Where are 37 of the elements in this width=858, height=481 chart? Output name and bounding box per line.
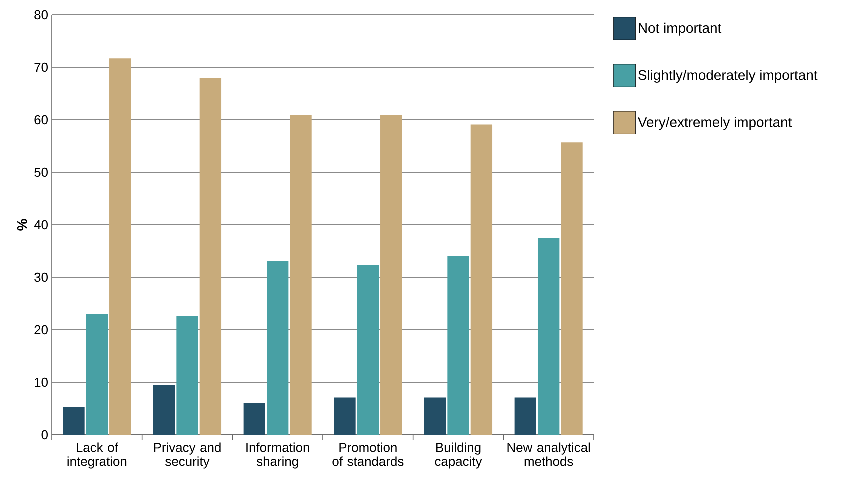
y-tick-label: 30 <box>34 272 48 282</box>
bar <box>561 142 583 435</box>
y-tick-label: 50 <box>34 168 48 178</box>
legend-label: Slightly/moderately important <box>638 70 818 83</box>
bar <box>334 398 356 435</box>
x-tick-label: Information sharing <box>246 442 310 469</box>
x-tick-label: Building capacity <box>435 442 482 469</box>
legend-label: Very/extremely important <box>638 117 792 130</box>
y-tick-label: 70 <box>34 62 48 72</box>
bar <box>200 78 222 435</box>
bar <box>424 398 446 435</box>
x-tick-label: New analytical methods <box>508 442 590 466</box>
bar <box>267 261 289 435</box>
bar <box>470 124 493 435</box>
x-tick-label: Privacy and security <box>154 442 221 469</box>
bar <box>357 265 380 435</box>
y-axis-title: % <box>17 219 28 231</box>
bar <box>514 398 536 435</box>
bar <box>448 256 470 435</box>
bar <box>63 407 85 435</box>
x-tick-label: Promotion of standards <box>332 442 404 466</box>
legend-label: Not important <box>639 22 722 36</box>
bar <box>538 238 560 435</box>
bar <box>244 403 266 435</box>
y-tick-label: 40 <box>34 220 48 230</box>
bar <box>380 115 402 435</box>
x-tick-label: Lack of integration <box>68 442 127 469</box>
y-tick-label: 10 <box>35 378 48 388</box>
y-tick-label: 20 <box>34 325 48 335</box>
bar <box>86 314 108 435</box>
bar <box>110 58 132 435</box>
y-tick-label: 60 <box>34 115 48 125</box>
bar <box>290 115 312 435</box>
y-tick-label: 0 <box>42 430 48 440</box>
bar <box>176 316 198 435</box>
bar <box>153 385 176 435</box>
y-tick-label: 80 <box>34 10 48 20</box>
